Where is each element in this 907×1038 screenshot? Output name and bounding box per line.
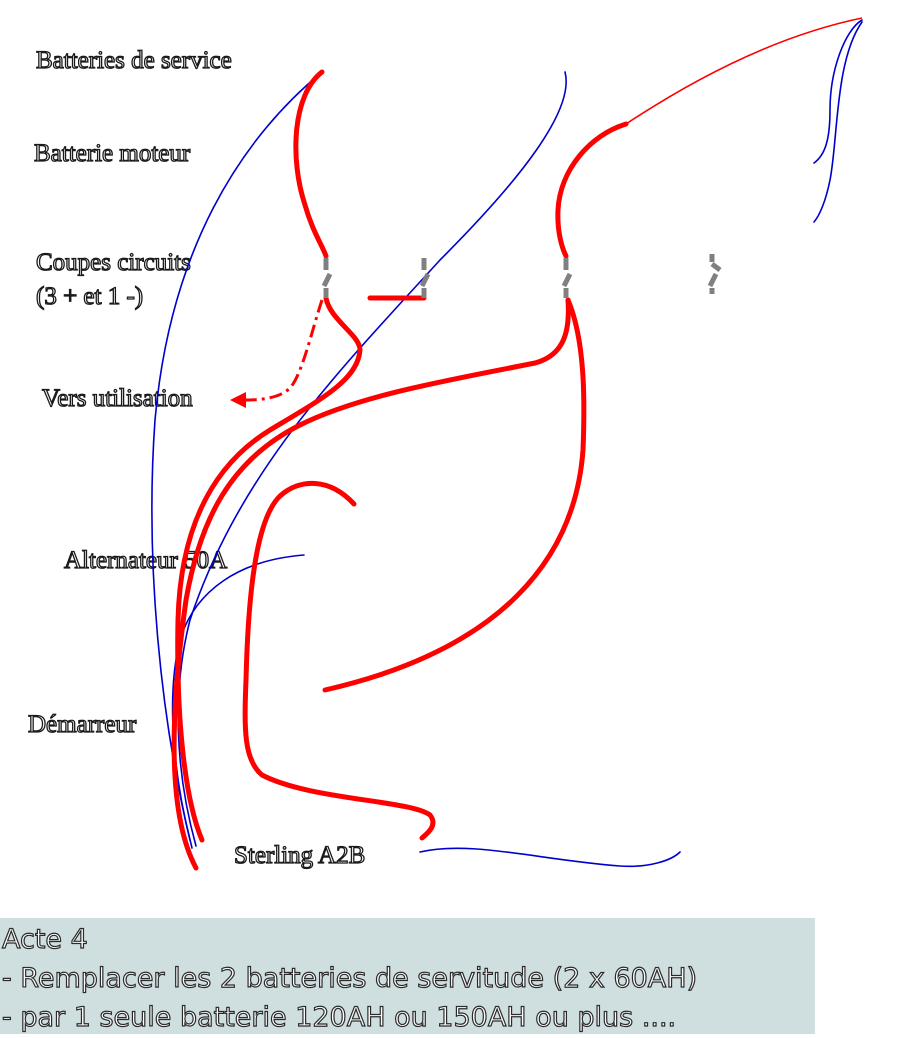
label-service-batteries: Batteries de service [36, 47, 232, 74]
switch-3-icon [561, 258, 573, 298]
pos-wire-thin-far-battery [625, 17, 863, 125]
caption-line-2: - par 1 seule batterie 120AH ou 150AH ou… [1, 1001, 677, 1033]
caption-line-1: - Remplacer les 2 batteries de servitude… [1, 962, 698, 994]
label-circuit-breakers-detail: (3 + et 1 -) [36, 283, 143, 310]
pos-wire-alternator-to-sterling [242, 481, 436, 841]
label-starter: Démarreur [28, 711, 137, 738]
pos-wire-breaker3-to-starter [171, 297, 571, 871]
switch-1-icon [321, 258, 333, 298]
pos-wire-engine-battery-to-breaker [555, 121, 629, 259]
usage-output [230, 299, 324, 408]
label-circuit-breakers: Coupes circuits [36, 249, 191, 276]
pos-wire-breaker1-to-starter [175, 295, 363, 843]
label-sterling: Sterling A2B [234, 842, 365, 869]
switch-4-icon [707, 254, 722, 294]
pos-wire-breaker3-to-alternator [322, 297, 587, 693]
arrow-left-icon [230, 392, 246, 408]
caption-title: Acte 4 [1, 923, 88, 955]
pos-wire-service-to-breaker [293, 69, 329, 259]
circuit-breakers [321, 254, 722, 298]
neg-wire-right-inner [813, 21, 863, 223]
caption-box: Acte 4 - Remplacer les 2 batteries de se… [0, 918, 815, 1034]
negative-wires [151, 19, 863, 868]
neg-wire-alternator [171, 554, 305, 841]
positive-wires [171, 69, 629, 871]
switch-2-icon [419, 258, 431, 298]
neg-wire-right-outer [813, 19, 863, 164]
neg-wire-sterling [419, 847, 681, 868]
label-engine-battery: Batterie moteur [34, 140, 191, 167]
pos-wire-to-usage [243, 299, 324, 402]
label-to-usage: Vers utilisation [42, 385, 193, 412]
label-alternator: Alternateur 50A [64, 547, 227, 574]
neg-wire-service-to-starter [151, 71, 323, 849]
